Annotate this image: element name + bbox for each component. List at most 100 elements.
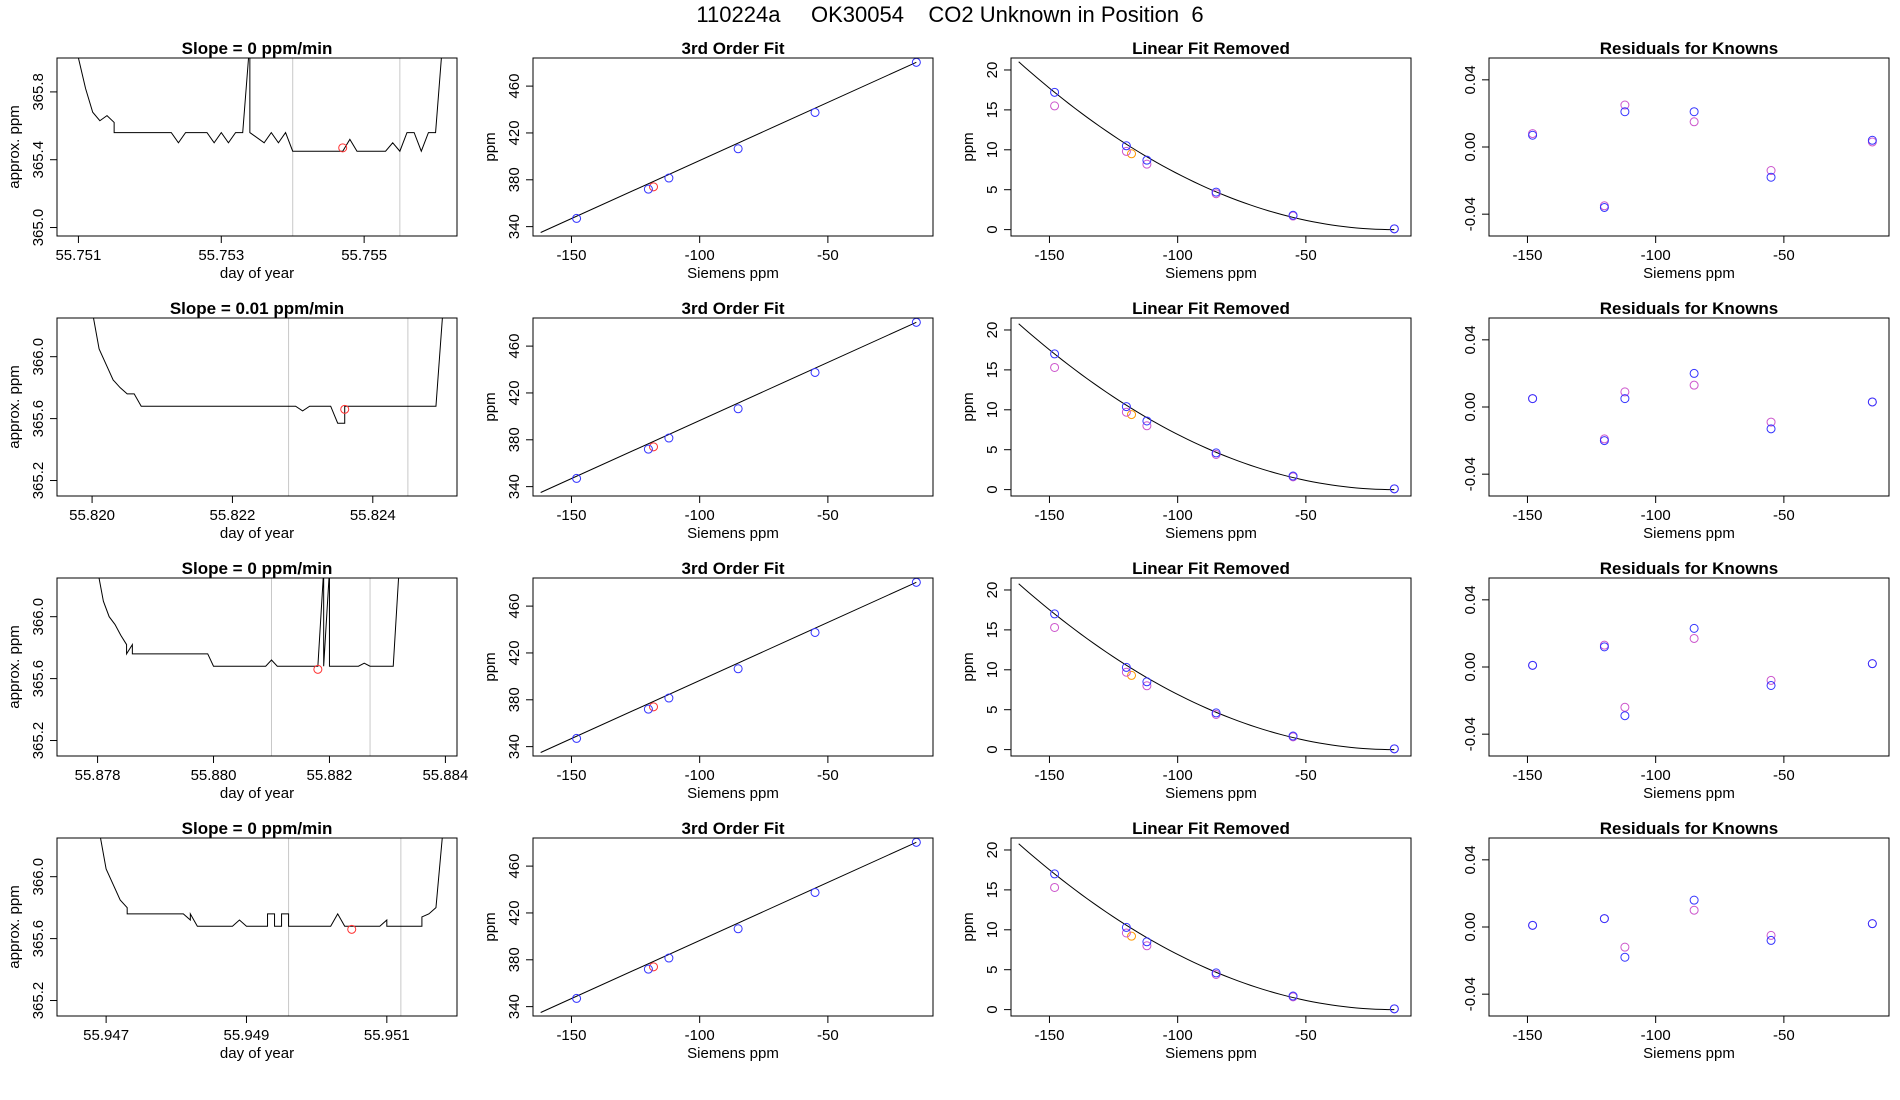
sample-marker <box>340 404 350 414</box>
data-point <box>1142 159 1152 169</box>
x-tick-label: 55.878 <box>75 767 121 784</box>
panel-title: 3rd Order Fit <box>682 819 785 838</box>
data-point <box>1689 905 1699 915</box>
data-point <box>664 173 674 183</box>
data-point <box>1050 609 1060 619</box>
x-tick-label: -50 <box>1295 247 1317 264</box>
y-tick-label: -0.04 <box>1462 197 1479 231</box>
y-tick-label: 366.0 <box>30 598 47 636</box>
data-point <box>1689 895 1699 905</box>
data-point <box>1620 952 1630 962</box>
data-point <box>572 473 582 483</box>
data-point <box>1142 677 1152 687</box>
plot-frame <box>532 837 934 1017</box>
plot-area <box>1018 323 1399 494</box>
fit-line <box>540 841 917 1013</box>
fit-curve <box>1018 843 1395 1011</box>
plot-frame <box>1010 837 1412 1017</box>
panel-title: 3rd Order Fit <box>682 559 785 578</box>
x-axis-label: Siemens ppm <box>687 785 779 802</box>
data-trace-line <box>77 58 442 153</box>
data-point <box>733 144 743 154</box>
y-tick-label: 365.6 <box>30 660 47 698</box>
panel-title: Slope = 0.01 ppm/min <box>170 299 344 318</box>
y-axis-label: ppm <box>482 652 499 681</box>
x-tick-label: -100 <box>685 1027 715 1044</box>
panel-residuals-1: Residuals for Knowns -150 -100 -50 -0.04 0.00… <box>1462 299 1890 542</box>
y-axis-label: approx. ppm <box>6 625 23 708</box>
data-point <box>1288 731 1298 741</box>
y-tick-label: 420 <box>506 640 523 665</box>
data-point <box>1599 914 1609 924</box>
y-axis-label: ppm <box>960 132 977 161</box>
y-tick-label: 340 <box>506 994 523 1019</box>
y-tick-label: 365.2 <box>30 722 47 760</box>
panel-title: Linear Fit Removed <box>1132 299 1290 318</box>
panel-residuals-2: Residuals for Knowns -150 -100 -50 -0.04 0.00… <box>1462 559 1890 802</box>
data-point <box>572 993 582 1003</box>
data-point <box>1620 702 1630 712</box>
data-point <box>1620 387 1630 397</box>
data-point <box>733 924 743 934</box>
y-tick-label: -0.04 <box>1462 457 1479 491</box>
data-point <box>1211 448 1221 458</box>
x-axis-label: Siemens ppm <box>687 525 779 542</box>
y-tick-label: 20 <box>984 582 1001 599</box>
x-axis-label: Siemens ppm <box>687 265 779 282</box>
x-axis-label: Siemens ppm <box>1643 265 1735 282</box>
y-tick-label: 10 <box>984 661 1001 678</box>
panel-fit-2: 3rd Order Fit -150 -100 -50 340 380 420 460 Siem… <box>482 559 934 802</box>
y-tick-label: 460 <box>506 594 523 619</box>
data-point <box>1142 941 1152 951</box>
data-point <box>1050 869 1060 879</box>
x-tick-label: -50 <box>1295 507 1317 524</box>
data-point <box>1142 681 1152 691</box>
data-point <box>664 693 674 703</box>
y-tick-label: -0.04 <box>1462 977 1479 1011</box>
data-point <box>1689 380 1699 390</box>
panel-fit-0: 3rd Order Fit -150 -100 -50 340 380 420 460 Siem… <box>482 39 934 282</box>
data-point <box>1599 642 1609 652</box>
x-tick-label: 55.751 <box>55 247 101 264</box>
data-point <box>1127 931 1137 941</box>
x-tick-label: -50 <box>817 247 839 264</box>
plot-area <box>1528 100 1877 212</box>
data-point <box>911 318 921 327</box>
plot-area <box>540 838 921 1013</box>
sample-marker <box>338 143 348 153</box>
data-point <box>1142 937 1152 947</box>
data-point <box>1766 172 1776 182</box>
data-point <box>1142 421 1152 431</box>
panel-fit-1: 3rd Order Fit -150 -100 -50 340 380 420 460 Siem… <box>482 299 934 542</box>
panel-linear_removed-3: Linear Fit Removed -150 -100 -50 0 5 10 15 20 Sie… <box>960 819 1412 1062</box>
x-tick-label: -150 <box>556 507 586 524</box>
y-tick-label: 15 <box>984 102 1001 119</box>
y-tick-label: 380 <box>506 947 523 972</box>
data-point <box>911 578 921 587</box>
data-point <box>1620 100 1630 110</box>
plot-area <box>92 318 443 424</box>
y-tick-label: 15 <box>984 362 1001 379</box>
panel-timeseries-1: Slope = 0.01 ppm/min 55.820 55.822 55.824 36… <box>6 299 458 542</box>
x-tick-label: -150 <box>1512 1027 1542 1044</box>
y-tick-label: 0.00 <box>1462 652 1479 681</box>
data-point <box>1867 135 1877 145</box>
data-point <box>649 442 659 452</box>
x-tick-label: -100 <box>1163 507 1193 524</box>
data-point <box>649 962 659 972</box>
x-tick-label: -150 <box>1512 507 1542 524</box>
y-axis-label: ppm <box>960 392 977 421</box>
fit-line <box>540 581 917 753</box>
plot-area <box>540 318 921 493</box>
fit-line <box>540 321 917 493</box>
data-point <box>1050 87 1060 97</box>
data-point <box>1288 471 1298 481</box>
panel-title: Slope = 0 ppm/min <box>182 39 333 58</box>
y-tick-label: 0.00 <box>1462 132 1479 161</box>
data-point <box>733 404 743 414</box>
y-tick-label: 420 <box>506 380 523 405</box>
y-tick-label: 365.4 <box>30 141 47 179</box>
data-point <box>1211 708 1221 718</box>
panel-linear_removed-0: Linear Fit Removed -150 -100 -50 0 5 10 15 20 Sie… <box>960 39 1412 282</box>
